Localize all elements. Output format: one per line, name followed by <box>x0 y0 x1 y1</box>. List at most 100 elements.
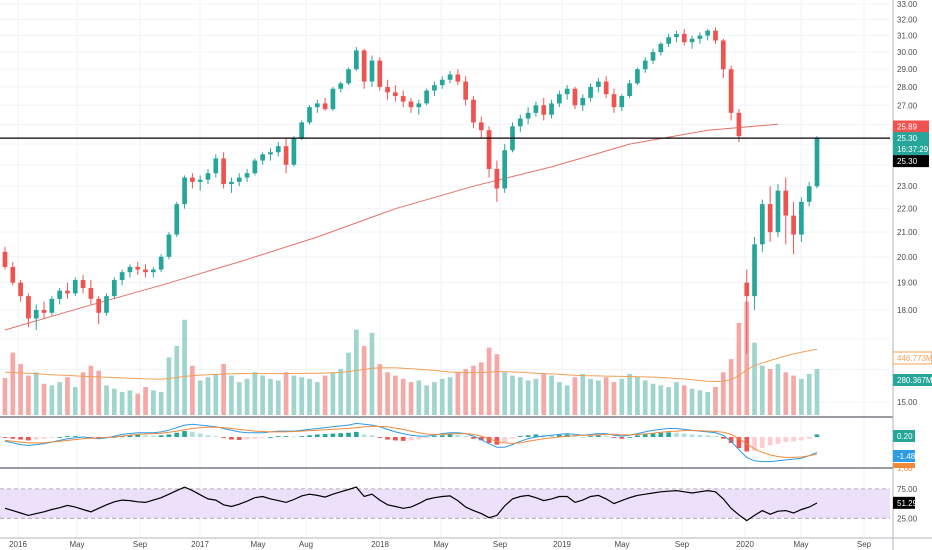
volume-bar <box>728 359 734 415</box>
volume-bar <box>111 388 117 415</box>
volume-bar <box>275 380 281 415</box>
volume-bar <box>190 365 195 415</box>
price-tick-label: 30.00 <box>897 48 918 57</box>
macd-histogram-bar <box>439 435 445 437</box>
candle-body <box>681 33 687 43</box>
volume-bar <box>650 383 656 415</box>
candle-body <box>377 60 383 87</box>
volume-bar <box>697 390 703 415</box>
candle-body <box>10 266 16 283</box>
candle-body <box>517 118 523 127</box>
volume-bar <box>229 375 234 415</box>
price-badges: 25.89 25.30 16:37:29 25.30 446.773M 280.367M 0… <box>892 120 932 509</box>
macd-histogram-bar <box>525 435 531 437</box>
sma-value-badge-box <box>893 120 929 133</box>
grid-lines <box>0 0 890 538</box>
candle-body <box>182 177 187 205</box>
macd-histogram-bar <box>385 437 390 440</box>
volume-bar <box>517 377 523 415</box>
candle-body <box>151 269 156 273</box>
macd-histogram-bar <box>627 437 632 438</box>
price-tick-label: 32.00 <box>897 16 918 25</box>
candle-body <box>642 60 648 70</box>
macd-histogram-bar <box>650 433 656 437</box>
macd-histogram-bar <box>41 437 47 439</box>
candle-body <box>166 234 172 257</box>
candle-body <box>455 74 461 82</box>
candle-body <box>463 81 468 100</box>
macd-histogram-bar <box>635 435 640 437</box>
macd-other-badge: 1.68 <box>897 464 913 473</box>
candle-body <box>260 154 265 161</box>
candle-body <box>580 97 586 106</box>
candle-body <box>666 37 671 44</box>
volume-bar <box>525 380 531 415</box>
candle-body <box>57 290 62 299</box>
macd-histogram-bar <box>510 437 515 439</box>
volume-ma-badge-box <box>893 352 932 364</box>
volume-bar <box>752 342 757 415</box>
candle-body <box>541 105 547 115</box>
candle-body <box>190 177 195 182</box>
candle-body <box>127 266 133 273</box>
candle-body <box>299 122 305 139</box>
volume-bar <box>720 372 726 415</box>
volume-bar <box>572 377 578 415</box>
volume-bar <box>393 375 398 415</box>
macd-histogram-bar <box>642 434 648 437</box>
volume-bar <box>26 375 31 415</box>
candle-body <box>72 280 78 294</box>
candle-body <box>564 88 570 95</box>
macd-histogram-bar <box>166 434 172 437</box>
price-tick-label: 22.00 <box>897 205 918 214</box>
candle-body <box>96 298 102 313</box>
volume-last-badge-box <box>893 374 932 386</box>
candle-body <box>205 173 211 180</box>
volume-bar <box>104 385 109 415</box>
volume-bar <box>252 372 258 415</box>
volume-bar <box>666 387 671 415</box>
candle-body <box>361 50 367 82</box>
volume-bar <box>564 385 570 415</box>
candle-body <box>588 86 593 98</box>
volume-bar <box>33 372 39 415</box>
sma-path <box>4 123 779 331</box>
candle-body <box>111 280 117 297</box>
time-axis[interactable]: 2016 May Sep 2017 May Aug 2018 May Sep 2019 May Sep… <box>9 540 872 549</box>
candle-body <box>213 158 219 174</box>
candle-body <box>603 81 609 95</box>
macd-histogram-bar <box>799 437 804 441</box>
candle-body <box>533 105 539 113</box>
volume-bar <box>80 372 86 415</box>
candle-body <box>720 40 726 70</box>
price-tick-label: 15.00 <box>897 398 918 407</box>
price-tick-label: 21.00 <box>897 228 918 237</box>
volume-bar <box>135 393 141 415</box>
time-tick-label: Sep <box>675 540 690 549</box>
volume-bar <box>674 382 679 415</box>
macd-histogram-bar <box>338 433 344 437</box>
macd-histogram-bar <box>478 437 484 441</box>
price-axis[interactable]: 33.00 32.00 31.00 30.00 29.00 28.00 27.00 23.00… <box>897 0 918 523</box>
volume-bar <box>205 377 211 415</box>
time-tick-label: May <box>69 540 84 549</box>
candle-body <box>41 309 47 313</box>
macd-histogram-bar <box>369 435 375 437</box>
candle-body <box>283 146 289 165</box>
macd-histogram-bar <box>447 434 453 437</box>
macd-histogram-bar <box>18 437 23 440</box>
macd-histogram-bar <box>720 437 726 439</box>
macd-histogram-bar <box>330 433 336 437</box>
volume-bar <box>486 347 492 415</box>
horizontal-level-badge-box <box>893 155 929 168</box>
volume-bar <box>338 369 344 415</box>
macd-histogram-bar <box>322 434 328 437</box>
macd-histogram-bar <box>57 437 62 438</box>
volume-bar <box>549 375 554 415</box>
candle-body <box>596 81 601 87</box>
macd-histogram-bar <box>603 435 609 437</box>
macd-histogram-bar <box>791 437 796 442</box>
